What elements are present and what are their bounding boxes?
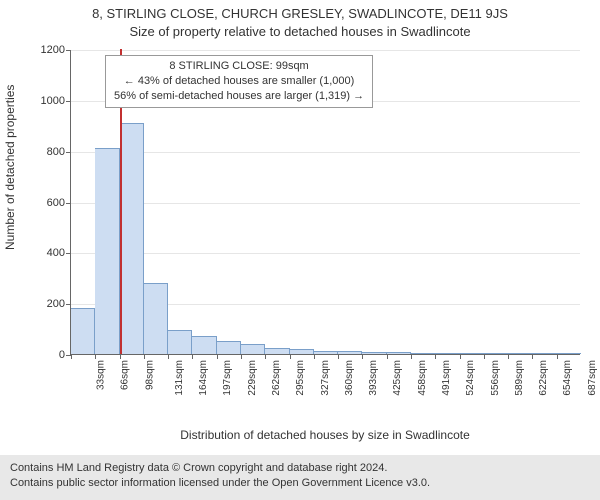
figure-title-address: 8, STIRLING CLOSE, CHURCH GRESLEY, SWADL… <box>0 6 600 21</box>
xtick-mark <box>71 354 72 359</box>
footer-line-2: Contains public sector information licen… <box>10 476 590 491</box>
ytick-mark <box>66 50 71 51</box>
ytick-mark <box>66 101 71 102</box>
xtick-label: 295sqm <box>295 360 306 396</box>
histogram-bar <box>290 349 314 354</box>
histogram-bar <box>241 344 265 354</box>
ytick-mark <box>66 203 71 204</box>
xtick-mark <box>387 354 388 359</box>
xtick-label: 164sqm <box>198 360 209 396</box>
ytick-label: 600 <box>47 197 65 209</box>
gridline <box>71 50 580 51</box>
annotation-line-1: 8 STIRLING CLOSE: 99sqm <box>114 59 364 74</box>
xtick-mark <box>411 354 412 359</box>
xtick-mark <box>508 354 509 359</box>
xtick-label: 131sqm <box>174 360 185 396</box>
xtick-mark <box>144 354 145 359</box>
gridline <box>71 203 580 204</box>
xtick-label: 654sqm <box>563 360 574 396</box>
ytick-label: 0 <box>59 349 65 361</box>
figure-subtitle: Size of property relative to detached ho… <box>0 24 600 39</box>
gridline <box>71 253 580 254</box>
histogram-bar <box>265 348 289 354</box>
xtick-label: 556sqm <box>490 360 501 396</box>
ytick-label: 400 <box>47 247 65 259</box>
histogram-bar <box>484 353 508 354</box>
annotation-line-3: 56% of semi-detached houses are larger (… <box>114 89 364 104</box>
xtick-mark <box>460 354 461 359</box>
x-axis-title: Distribution of detached houses by size … <box>70 428 580 442</box>
xtick-label: 393sqm <box>368 360 379 396</box>
histogram-bar <box>435 353 459 354</box>
ytick-label: 1000 <box>41 95 65 107</box>
gridline <box>71 152 580 153</box>
ytick-label: 1200 <box>41 44 65 56</box>
histogram-bar <box>95 148 119 354</box>
y-axis-title: Number of detached properties <box>3 85 17 250</box>
figure: 8, STIRLING CLOSE, CHURCH GRESLEY, SWADL… <box>0 0 600 500</box>
xtick-label: 491sqm <box>441 360 452 396</box>
histogram-bar <box>168 330 192 354</box>
histogram-bar <box>557 353 581 354</box>
ytick-mark <box>66 152 71 153</box>
xtick-label: 327sqm <box>320 360 331 396</box>
xtick-label: 622sqm <box>538 360 549 396</box>
xtick-mark <box>557 354 558 359</box>
xtick-mark <box>338 354 339 359</box>
xtick-label: 66sqm <box>120 360 131 390</box>
histogram-bar <box>508 353 532 354</box>
ytick-label: 200 <box>47 298 65 310</box>
xtick-label: 524sqm <box>465 360 476 396</box>
histogram-bar <box>71 308 95 354</box>
xtick-label: 589sqm <box>514 360 525 396</box>
histogram-bar <box>217 341 241 354</box>
xtick-label: 458sqm <box>417 360 428 396</box>
attribution-footer: Contains HM Land Registry data © Crown c… <box>0 455 600 500</box>
xtick-mark <box>314 354 315 359</box>
ytick-mark <box>66 304 71 305</box>
xtick-mark <box>362 354 363 359</box>
annotation-callout: 8 STIRLING CLOSE: 99sqm ← 43% of detache… <box>105 55 373 108</box>
annotation-line-2: ← 43% of detached houses are smaller (1,… <box>114 74 364 89</box>
ytick-mark <box>66 253 71 254</box>
xtick-mark <box>532 354 533 359</box>
xtick-label: 229sqm <box>247 360 258 396</box>
xtick-mark <box>120 354 121 359</box>
ytick-label: 800 <box>47 146 65 158</box>
xtick-mark <box>217 354 218 359</box>
xtick-label: 360sqm <box>344 360 355 396</box>
xtick-label: 425sqm <box>393 360 404 396</box>
histogram-bar <box>192 336 216 354</box>
histogram-bar <box>144 283 168 354</box>
histogram-bar <box>338 351 362 354</box>
histogram-bar <box>314 351 338 354</box>
xtick-mark <box>192 354 193 359</box>
xtick-label: 33sqm <box>96 360 107 390</box>
histogram-bar <box>532 353 556 354</box>
xtick-mark <box>435 354 436 359</box>
xtick-mark <box>290 354 291 359</box>
xtick-label: 197sqm <box>223 360 234 396</box>
xtick-mark <box>168 354 169 359</box>
xtick-label: 687sqm <box>587 360 598 396</box>
xtick-label: 262sqm <box>271 360 282 396</box>
xtick-mark <box>241 354 242 359</box>
histogram-bar <box>362 352 386 354</box>
histogram-bar <box>387 352 411 354</box>
histogram-bar <box>120 123 144 354</box>
histogram-bar <box>411 353 435 354</box>
xtick-label: 98sqm <box>144 360 155 390</box>
xtick-mark <box>484 354 485 359</box>
footer-line-1: Contains HM Land Registry data © Crown c… <box>10 461 590 476</box>
xtick-mark <box>95 354 96 359</box>
histogram-bar <box>460 353 484 354</box>
xtick-mark <box>265 354 266 359</box>
